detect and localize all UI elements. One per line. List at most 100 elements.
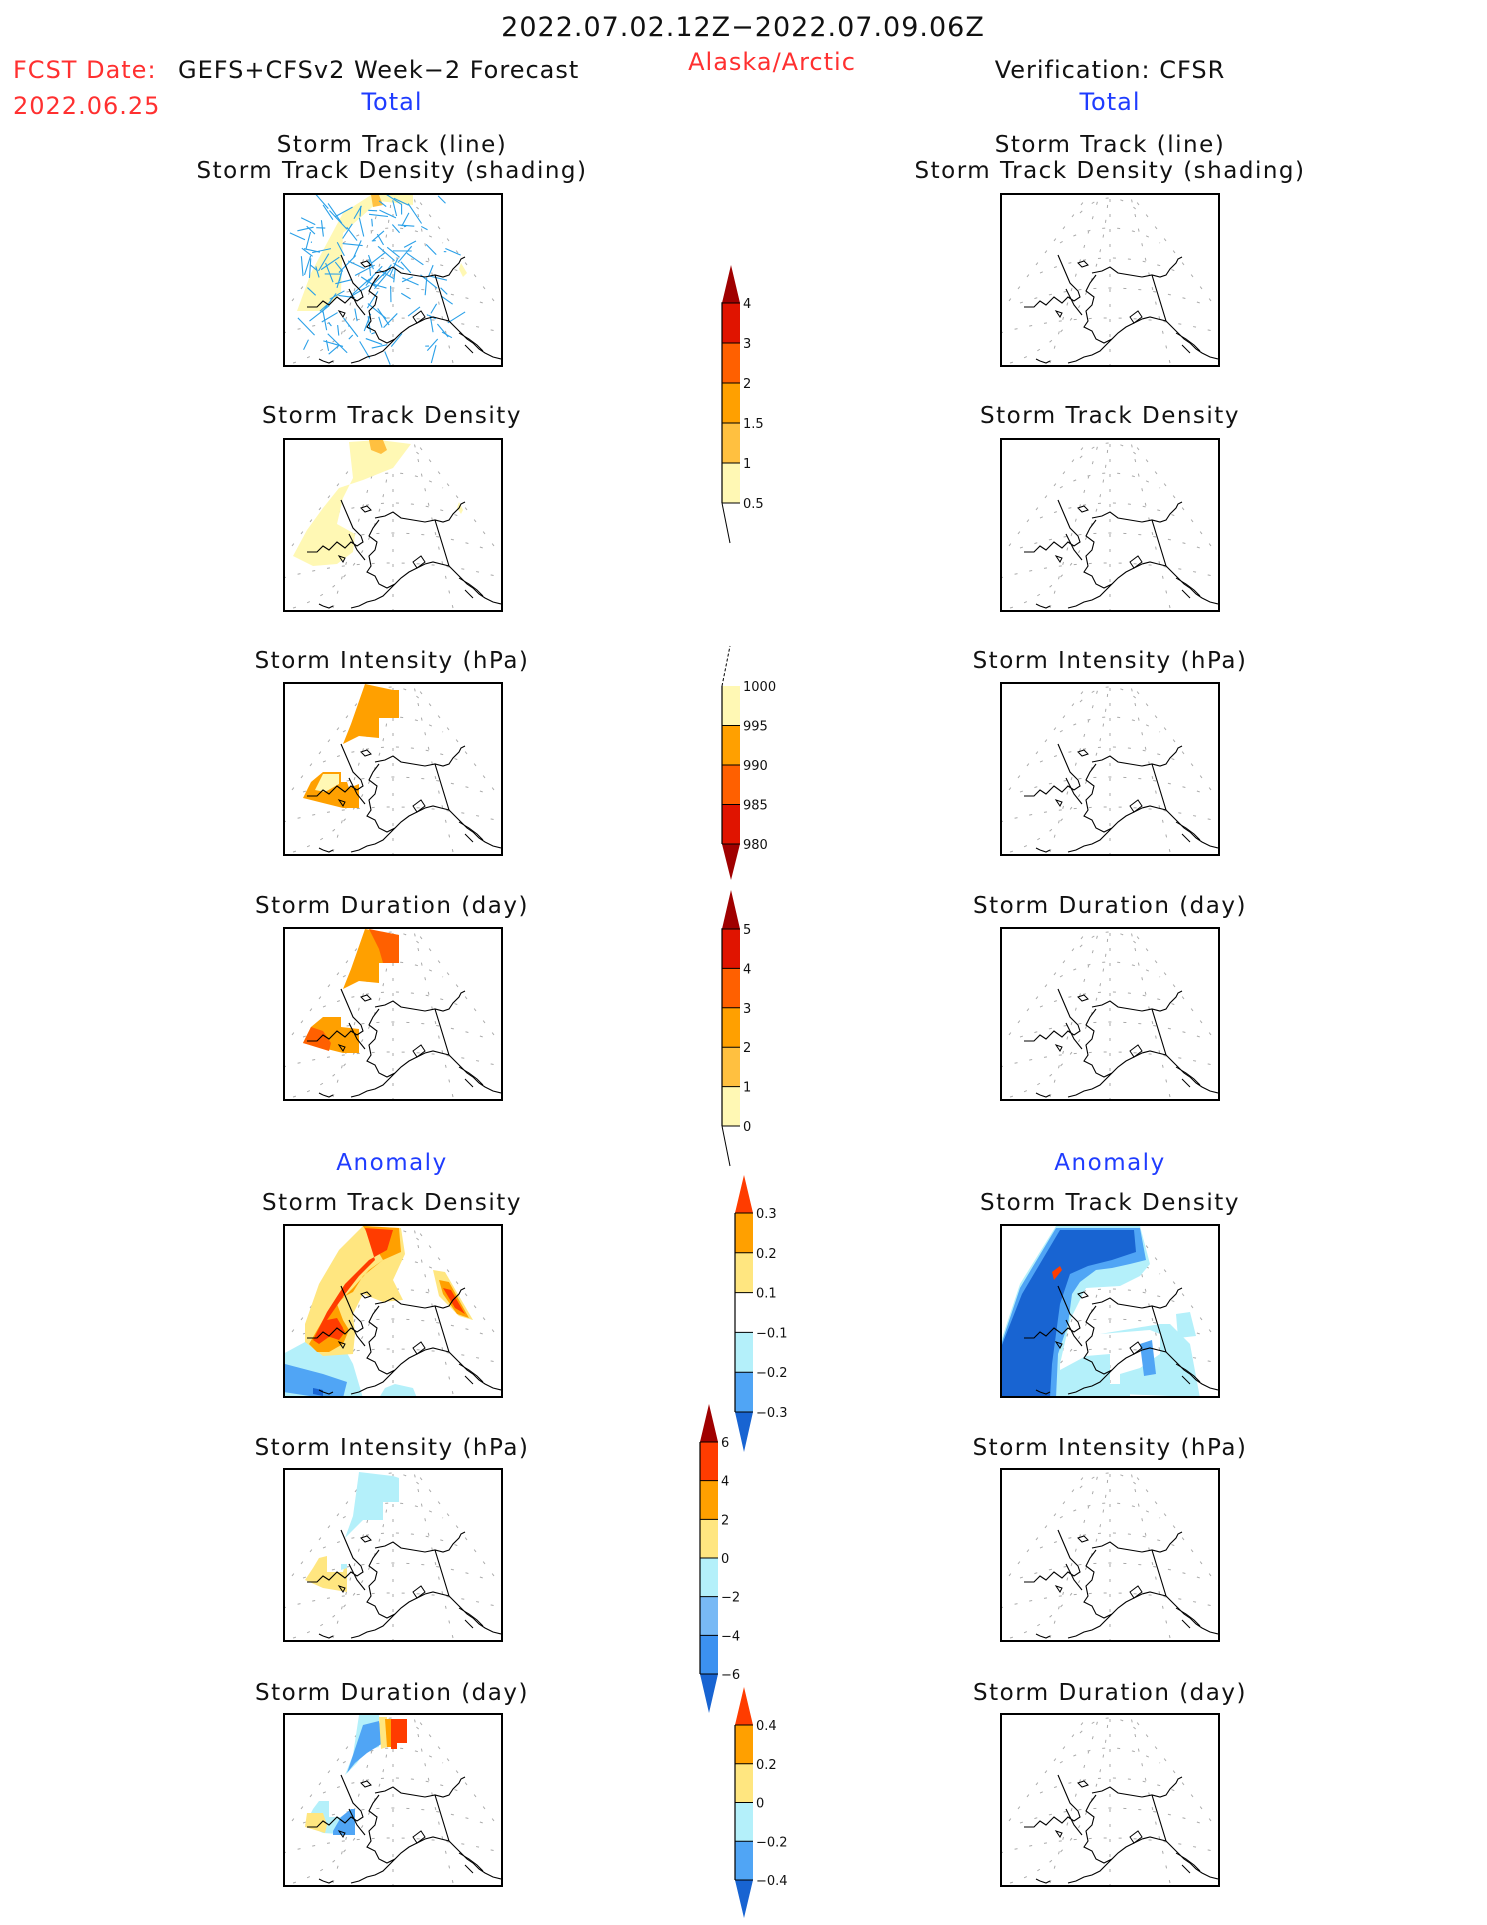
colorbar-tick-label: 0.5 <box>743 497 764 512</box>
colorbar-tick-label: 1 <box>743 1081 751 1096</box>
colorbar-segment <box>722 929 740 969</box>
anomaly-shading <box>1060 1354 1130 1396</box>
colorbar-tick-label: 0 <box>743 1120 751 1135</box>
coastline <box>1024 1774 1218 1884</box>
anomaly-shading <box>305 1556 347 1592</box>
colorbar-tick-label: 2 <box>721 1513 729 1528</box>
forecast-model-label: GEFS+CFSv2 Week−2 Forecast <box>178 56 580 84</box>
map-total-duration-forecast <box>283 927 503 1101</box>
map-canvas <box>1002 195 1218 365</box>
period-title: 2022.07.02.12Z−2022.07.09.06Z <box>501 12 985 43</box>
left-a3-title: Storm Duration (day) <box>255 1680 529 1706</box>
intensity-shading <box>303 772 359 808</box>
right-p1-title1: Storm Track (line) <box>994 132 1226 158</box>
right-p1-title2: Storm Track Density (shading) <box>914 158 1306 184</box>
anomaly-shading <box>379 1717 387 1749</box>
map-canvas <box>285 1226 501 1396</box>
colorbar-total-duration: 5 4 3 2 1 0 <box>721 890 751 1167</box>
density-shading <box>297 195 413 311</box>
islands <box>318 994 484 1096</box>
colorbar-segment <box>735 1252 753 1293</box>
colorbar-tick-label: 2 <box>743 377 751 392</box>
map-anomaly-density-forecast <box>283 1224 503 1398</box>
left-p1-title1: Storm Track (line) <box>276 132 508 158</box>
colorbar-tick-label: 1.5 <box>743 417 764 432</box>
left-p3-title: Storm Intensity (hPa) <box>254 648 530 674</box>
coastline <box>307 1529 501 1639</box>
islands <box>1035 260 1201 362</box>
map-total-density-cfsr <box>1000 438 1220 612</box>
graticule <box>1002 1715 1218 1885</box>
colorbar-tail <box>721 645 731 687</box>
anomaly-shading <box>443 1288 465 1314</box>
islands <box>318 260 484 362</box>
colorbar-tick-label: −2 <box>721 1591 740 1606</box>
colorbar-segment <box>700 1596 718 1636</box>
anomaly-shading <box>305 1813 327 1833</box>
map-canvas <box>285 929 501 1099</box>
map-total-density-forecast <box>283 438 503 612</box>
intensity-shading <box>343 684 399 744</box>
colorbar-anomaly-density: 0.3 0.2 0.1 −0.1 −0.2 −0.3 <box>734 1175 788 1452</box>
colorbar-total-density: 4 3 2 1.5 1 0.5 <box>721 265 764 544</box>
colorbar-segment <box>700 1635 718 1674</box>
map-anomaly-density-cfsr <box>1000 1224 1220 1398</box>
left-anomaly-label: Anomaly <box>336 1150 448 1176</box>
colorbar-extend-bottom <box>735 1880 753 1918</box>
density-shading <box>369 440 387 454</box>
coastline <box>1024 254 1218 364</box>
map-total-intensity-cfsr <box>1000 682 1220 856</box>
colorbar-tick-label: 0.2 <box>756 1758 777 1773</box>
anomaly-shading <box>1002 1230 1136 1396</box>
colorbar-extend-top <box>722 890 740 929</box>
colorbar-extend-top <box>735 1175 753 1213</box>
islands <box>318 1780 484 1882</box>
anomaly-shading <box>1052 1266 1062 1280</box>
graticule <box>1002 440 1218 610</box>
islands <box>318 1291 484 1393</box>
colorbar-extend-bottom <box>735 1412 753 1452</box>
verification-label: Verification: CFSR <box>994 56 1226 84</box>
fcst-date-label: FCST Date: <box>13 56 157 84</box>
anomaly-shading <box>347 1721 383 1773</box>
colorbar-tick-label: 995 <box>743 720 768 735</box>
map-anomaly-duration-forecast <box>283 1713 503 1887</box>
anomaly-shading <box>285 1364 347 1396</box>
colorbar-tick-label: 1 <box>743 457 751 472</box>
colorbar-segment <box>722 725 740 765</box>
coastline <box>307 743 501 853</box>
left-section-label: Total <box>361 88 423 116</box>
islands <box>1035 505 1201 607</box>
islands <box>318 505 484 607</box>
coastline <box>307 1774 501 1884</box>
colorbar-tick-label: 0 <box>721 1552 729 1567</box>
map-canvas <box>1002 1715 1218 1885</box>
colorbar-tick-label: −0.1 <box>756 1326 788 1341</box>
colorbar-tick-label: −6 <box>721 1668 740 1683</box>
right-section-label: Total <box>1079 88 1141 116</box>
colorbar-tick-label: 4 <box>721 1475 729 1490</box>
colorbar-segment <box>722 804 740 844</box>
colorbar-segment <box>735 1372 753 1412</box>
colorbar-tail <box>721 502 731 544</box>
duration-shading <box>303 1027 331 1051</box>
anomaly-shading <box>391 1719 407 1749</box>
colorbar-tick-label: 2 <box>743 1041 751 1056</box>
islands <box>1035 1291 1201 1393</box>
map-canvas <box>1002 1226 1218 1396</box>
left-a1-title: Storm Track Density <box>262 1190 522 1216</box>
map-anomaly-intensity-cfsr <box>1000 1468 1220 1642</box>
colorbar-extend-top <box>722 265 740 303</box>
intensity-shading <box>315 774 339 792</box>
colorbar-segment <box>700 1480 718 1520</box>
colorbar-segment <box>700 1558 718 1597</box>
right-a3-title: Storm Duration (day) <box>973 1680 1247 1706</box>
colorbar-tick-label: −0.3 <box>756 1406 788 1421</box>
colorbar-anomaly-intensity: 6 4 2 0 −2 −4 −6 <box>699 1404 740 1713</box>
colorbar-tick-label: 990 <box>743 759 768 774</box>
colorbar-segment <box>735 1213 753 1253</box>
colorbar-tick-label: 4 <box>743 297 751 312</box>
colorbar-extend-top <box>700 1404 718 1442</box>
region-label: Alaska/Arctic <box>688 48 856 76</box>
colorbar-segment <box>700 1442 718 1481</box>
